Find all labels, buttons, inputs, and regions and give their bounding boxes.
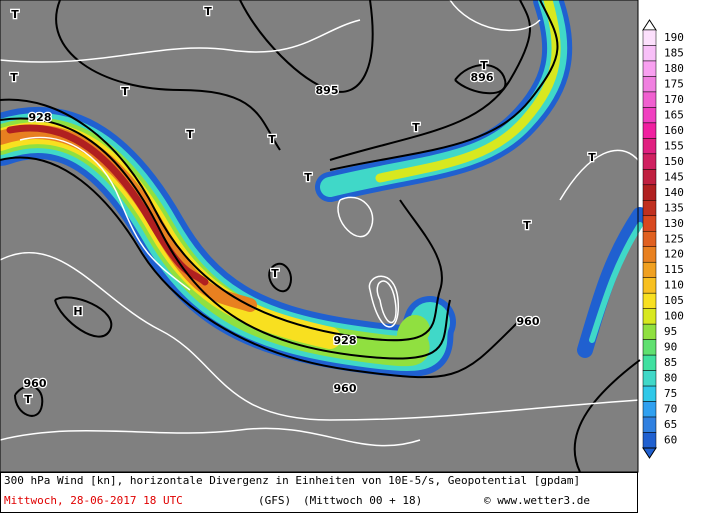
- map-label: 896: [471, 71, 494, 84]
- map: 928 928 960 960 960 896 895 H T T T T T T T T T T T T T: [0, 0, 648, 473]
- map-labels: 928 928 960 960 960 896 895 H T T T T T T T T T T T T T: [9, 4, 598, 408]
- colorbar-swatch: [642, 200, 657, 217]
- colorbar-label: 140: [664, 186, 684, 199]
- map-label: T: [186, 128, 194, 141]
- colorbar-label: 85: [664, 356, 677, 369]
- geopotential-contours: [0, 0, 641, 473]
- colorbar-label: 175: [664, 77, 684, 90]
- colorbar-swatch: [642, 370, 657, 387]
- footer-date: Mittwoch, 28-06-2017 18 UTC: [4, 494, 183, 507]
- footer-credit: © www.wetter3.de: [484, 494, 590, 507]
- map-label: 928: [334, 334, 357, 347]
- colorbar-label: 80: [664, 372, 677, 385]
- colorbar-label: 190: [664, 31, 684, 44]
- colorbar-swatch: [642, 76, 657, 93]
- map-background: [0, 0, 638, 472]
- colorbar-label: 70: [664, 403, 677, 416]
- colorbar-swatch: [642, 184, 657, 201]
- footer-run: (Mittwoch 00 + 18): [303, 494, 422, 507]
- colorbar-label: 115: [664, 263, 684, 276]
- colorbar-label: 95: [664, 325, 677, 338]
- colorbar-swatch: [642, 169, 657, 186]
- colorbar-label: 60: [664, 434, 677, 447]
- map-label: T: [523, 219, 531, 232]
- footer-description: 300 hPa Wind [kn], horizontale Divergenz…: [4, 474, 580, 487]
- colorbar-swatch: [642, 323, 657, 340]
- colorbar-swatch: [642, 153, 657, 170]
- colorbar-label: 150: [664, 155, 684, 168]
- colorbar-swatch: [642, 401, 657, 418]
- map-label: 960: [517, 315, 540, 328]
- colorbar-swatch: [642, 339, 657, 356]
- colorbar-swatch: [642, 292, 657, 309]
- footer-model: (GFS): [258, 494, 291, 507]
- map-label: H: [73, 305, 82, 318]
- map-label: T: [10, 71, 18, 84]
- map-label: T: [24, 393, 32, 406]
- colorbar-label: 110: [664, 279, 684, 292]
- colorbar-swatch: [642, 122, 657, 139]
- colorbar-label: 155: [664, 139, 684, 152]
- colorbar-label: 170: [664, 93, 684, 106]
- footer: 300 hPa Wind [kn], horizontale Divergenz…: [0, 472, 638, 513]
- colorbar-swatch: [642, 246, 657, 263]
- colorbar-swatch: [642, 107, 657, 124]
- colorbar-label: 65: [664, 418, 677, 431]
- colorbar-label: 130: [664, 217, 684, 230]
- colorbar-label: 165: [664, 108, 684, 121]
- colorbar-swatch: [642, 215, 657, 232]
- map-label: 895: [316, 84, 339, 97]
- colorbar-label: 100: [664, 310, 684, 323]
- colorbar-arrow-bottom: [642, 447, 657, 459]
- map-label: T: [588, 151, 596, 164]
- map-label: T: [480, 59, 488, 72]
- colorbar-label: 75: [664, 387, 677, 400]
- map-label: T: [268, 133, 276, 146]
- colorbar-swatch: [642, 261, 657, 278]
- map-label: T: [121, 85, 129, 98]
- colorbar-swatch: [642, 60, 657, 77]
- colorbar-swatch: [642, 308, 657, 325]
- colorbar-swatch: [642, 29, 657, 46]
- colorbar-label: 90: [664, 341, 677, 354]
- colorbar-swatch: [642, 138, 657, 155]
- divergence-contours: [0, 0, 541, 447]
- colorbar-swatch: [642, 354, 657, 371]
- map-label: T: [412, 121, 420, 134]
- colorbar-swatch: [642, 45, 657, 62]
- map-label: 928: [29, 111, 52, 124]
- colorbar-swatch: [642, 91, 657, 108]
- colorbar-label: 135: [664, 201, 684, 214]
- footer-frame: [0, 472, 638, 513]
- colorbar-swatch: [642, 432, 657, 449]
- colorbar: 190 185 180 175 170 165 160 155 150 145 140 135 130 1…: [642, 19, 684, 459]
- map-label: 960: [334, 382, 357, 395]
- map-label: 960: [24, 377, 47, 390]
- colorbar-swatch: [642, 416, 657, 433]
- colorbar-swatch: [642, 277, 657, 294]
- map-label: T: [204, 5, 212, 18]
- colorbar-swatch: [642, 385, 657, 402]
- colorbar-swatch: [642, 231, 657, 247]
- map-label: T: [304, 171, 312, 184]
- map-label: T: [11, 8, 19, 21]
- colorbar-label: 185: [664, 46, 684, 59]
- colorbar-label: 145: [664, 170, 684, 183]
- map-label: T: [271, 267, 279, 280]
- colorbar-label: 105: [664, 294, 684, 307]
- colorbar-label: 120: [664, 248, 684, 261]
- colorbar-label: 160: [664, 124, 684, 137]
- colorbar-label: 180: [664, 62, 684, 75]
- colorbar-label: 125: [664, 232, 684, 245]
